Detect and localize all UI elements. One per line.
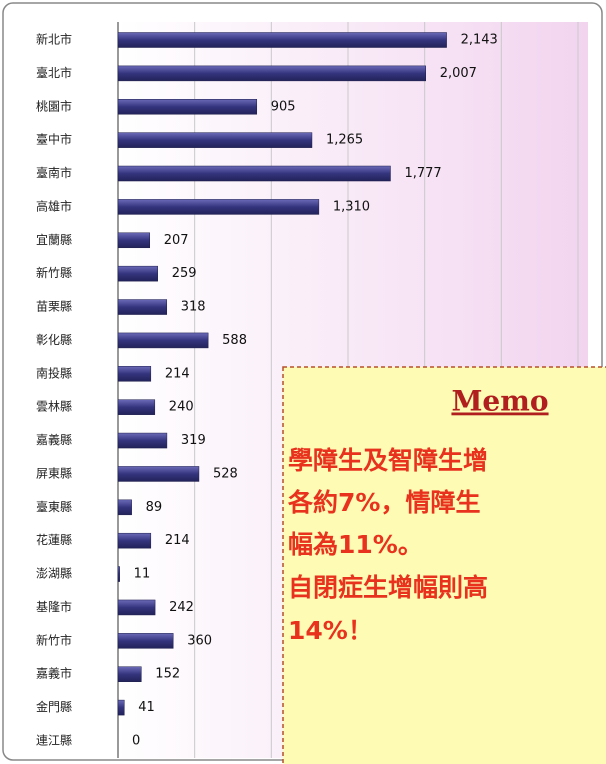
y-tick-label: 花蓮縣	[36, 532, 72, 547]
bar	[117, 432, 168, 449]
data-label: 319	[181, 433, 206, 448]
y-tick-label: 連江縣	[36, 733, 72, 747]
y-tick-label: 臺南市	[36, 165, 72, 180]
bar	[117, 132, 313, 148]
memo-line: 14%！	[288, 616, 373, 645]
memo-line: 各約7%，情障生	[287, 488, 480, 517]
data-label: 528	[213, 466, 238, 481]
data-label: 588	[222, 333, 247, 348]
y-tick-label: 基隆市	[36, 599, 72, 614]
data-label: 242	[169, 600, 194, 615]
y-tick-label: 新北市	[36, 32, 72, 47]
data-label: 1,265	[326, 133, 363, 148]
bar	[117, 466, 200, 482]
data-label: 214	[165, 366, 190, 381]
bar	[117, 699, 125, 716]
bar	[117, 65, 426, 82]
bar	[117, 265, 158, 282]
memo-line: 自閉症生增幅則高	[288, 573, 488, 602]
bar	[117, 366, 152, 382]
y-tick-label: 新竹市	[36, 632, 72, 647]
memo: Memo 學障生及智障生增 各約7%，情障生 幅為11%。 自閉症生增幅則高 1…	[282, 366, 606, 764]
data-label: 240	[169, 400, 194, 415]
y-tick-label: 桃園市	[36, 98, 72, 113]
memo-title: Memo	[451, 385, 548, 418]
y-tick-label: 宜蘭縣	[36, 232, 72, 247]
y-tick-label: 嘉義市	[36, 666, 72, 681]
y-tick-label: 金門縣	[36, 699, 72, 714]
y-tick-label: 屏東縣	[36, 466, 72, 480]
data-label: 0	[132, 733, 140, 748]
data-label: 905	[271, 99, 296, 114]
bar	[117, 299, 168, 315]
bar	[117, 633, 174, 649]
memo-line: 幅為11%。	[288, 530, 423, 559]
data-label: 1,777	[404, 166, 441, 181]
y-tick-label: 南投縣	[36, 365, 72, 380]
y-tick-label: 嘉義縣	[36, 432, 72, 447]
data-label: 1,310	[333, 199, 370, 214]
data-label: 41	[138, 700, 155, 715]
y-tick-label: 澎湖縣	[36, 566, 72, 581]
data-label: 2,143	[461, 33, 498, 48]
bar	[117, 566, 120, 582]
data-label: 11	[134, 567, 151, 582]
y-tick-label: 苗栗縣	[36, 300, 72, 314]
data-label: 214	[165, 533, 190, 548]
bar	[117, 599, 156, 616]
data-label: 152	[155, 667, 180, 682]
data-label: 207	[164, 233, 189, 248]
bar	[117, 232, 150, 249]
bar	[117, 99, 258, 115]
bar	[117, 532, 152, 549]
data-label: 360	[187, 633, 212, 648]
bar	[117, 666, 142, 682]
bar	[117, 199, 320, 215]
memo-box	[282, 366, 606, 764]
y-tick-label: 高雄市	[36, 198, 72, 213]
bar	[117, 165, 391, 182]
y-tick-label: 雲林縣	[36, 400, 72, 414]
bar	[117, 499, 132, 516]
memo-line: 學障生及智障生增	[288, 446, 488, 475]
y-tick-label: 臺東縣	[36, 499, 72, 514]
bar	[117, 399, 156, 415]
bar	[117, 32, 447, 48]
bar	[117, 332, 209, 349]
y-tick-label: 彰化縣	[36, 332, 72, 347]
data-label: 259	[172, 266, 197, 281]
y-tick-label: 新竹縣	[36, 265, 72, 280]
y-tick-label: 臺中市	[36, 132, 72, 147]
data-label: 89	[146, 500, 163, 515]
y-tick-label: 臺北市	[36, 65, 72, 80]
data-label: 318	[181, 300, 206, 315]
data-label: 2,007	[440, 66, 477, 81]
